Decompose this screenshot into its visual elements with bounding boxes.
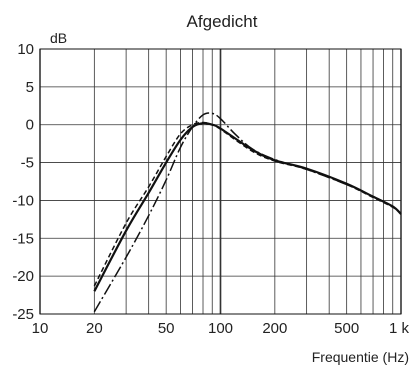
y-tick-label: -20 xyxy=(12,268,34,285)
series-group xyxy=(93,112,402,313)
y-tick-label: -5 xyxy=(21,155,34,172)
series-line-dashdot xyxy=(93,112,402,313)
x-tick-label: 10 xyxy=(32,320,49,337)
plot-frame xyxy=(39,48,402,315)
chart-title: Afgedicht xyxy=(187,12,258,31)
x-tick-label: 1 k xyxy=(389,320,410,337)
x-tick-label: 100 xyxy=(208,320,233,337)
y-tick-label: -15 xyxy=(12,230,34,247)
y-axis-unit-label: dB xyxy=(50,30,67,46)
x-axis-title: Frequentie (Hz) xyxy=(312,349,409,365)
series-line-solid xyxy=(93,122,402,292)
grid xyxy=(39,48,402,315)
x-tick-label: 500 xyxy=(334,320,359,337)
x-tick-label: 20 xyxy=(86,320,103,337)
y-tick-label: 5 xyxy=(26,79,34,96)
y-tick-label: -10 xyxy=(12,192,34,209)
y-tick-label: -25 xyxy=(12,306,34,323)
y-tick-label: 0 xyxy=(26,117,34,134)
x-tick-label: 50 xyxy=(158,320,175,337)
y-tick-label: 10 xyxy=(17,41,34,58)
x-tick-label: 200 xyxy=(262,320,287,337)
x-tick-labels: 10 20 50 100 200 500 1 k xyxy=(32,320,410,337)
y-tick-labels: 10 5 0 -5 -10 -15 -20 -25 xyxy=(12,41,34,323)
